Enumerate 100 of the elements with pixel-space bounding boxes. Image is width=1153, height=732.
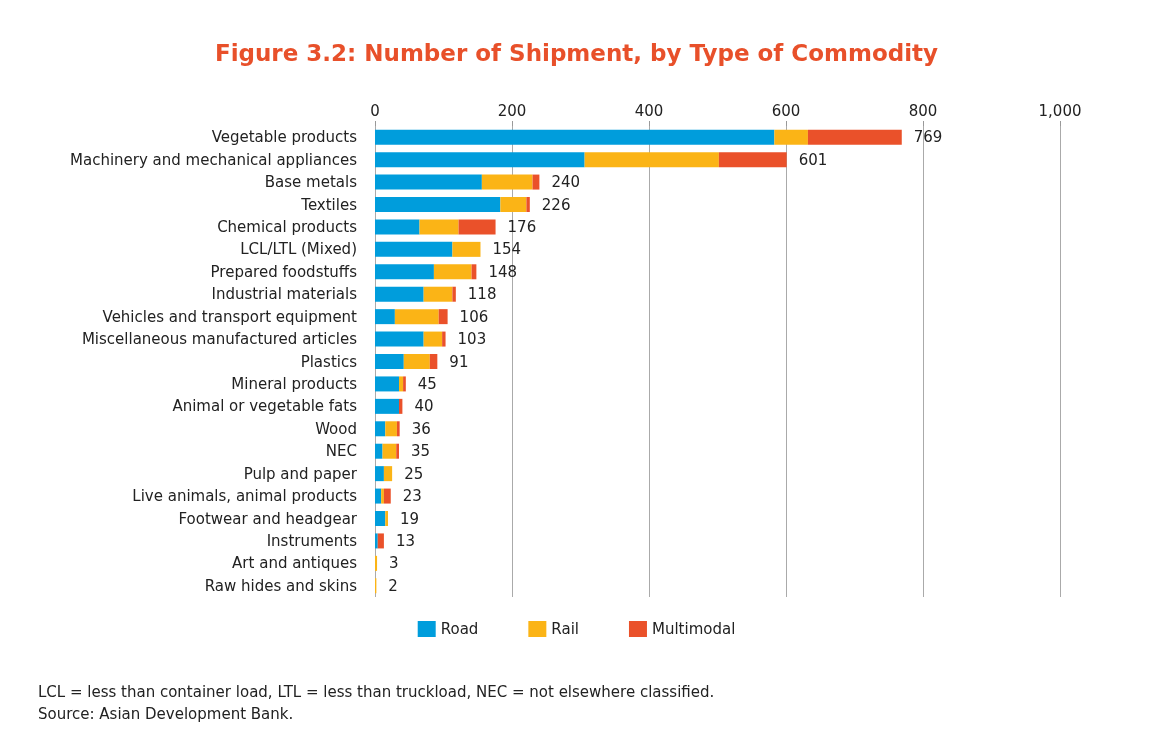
bar: [396, 443, 399, 459]
bar: [394, 309, 439, 325]
bar: [375, 555, 378, 571]
y-tick-label: Vegetable products: [211, 128, 358, 147]
total-label: 176: [507, 217, 537, 236]
legend-label: Multimodal: [651, 620, 736, 638]
y-tick-label: LCL/LTL (Mixed): [240, 240, 357, 259]
y-tick-label: Prepared foodstuffs: [210, 262, 358, 281]
total-label: 2: [388, 576, 398, 595]
total-label: 118: [467, 285, 497, 304]
bar: [403, 354, 430, 369]
total-label: 36: [411, 419, 431, 438]
total-label: 106: [459, 307, 489, 326]
x-tick-label: 400: [634, 101, 664, 120]
bar: [375, 354, 404, 369]
y-tick-label: Vehicles and transport equipment: [102, 307, 358, 326]
total-label: 23: [402, 487, 422, 506]
y-tick-label: Raw hides and skins: [204, 576, 358, 595]
total-label: 148: [488, 262, 518, 281]
bar: [375, 264, 434, 280]
y-tick-label: Live animals, animal products: [132, 487, 358, 506]
bar: [442, 331, 446, 347]
y-tick-label: Textiles: [300, 195, 358, 214]
bar: [423, 331, 443, 347]
bar: [375, 398, 399, 414]
total-label: 3: [389, 554, 399, 573]
total-label: 154: [492, 240, 522, 259]
bar: [375, 511, 386, 526]
y-tick-label: Footwear and headgear: [178, 509, 358, 528]
y-tick-label: Chemical products: [217, 217, 358, 236]
y-tick-label: Mineral products: [231, 374, 358, 393]
bar: [438, 309, 448, 325]
chart-title: Figure 3.2: Number of Shipment, by Type of Commodity: [214, 39, 939, 66]
source-note: Source: Asian Development Bank.: [38, 704, 294, 723]
bar: [452, 241, 481, 257]
bar: [375, 219, 420, 235]
bar: [375, 286, 424, 302]
bar: [398, 376, 404, 392]
total-label: 103: [457, 330, 487, 349]
x-tick-label: 1,000: [1038, 101, 1082, 120]
total-label: 226: [541, 195, 571, 214]
x-tick-label: 0: [370, 101, 380, 120]
bar: [375, 376, 399, 392]
x-tick-label: 600: [771, 101, 801, 120]
bar: [385, 511, 389, 526]
bar: [774, 129, 808, 145]
bar: [375, 466, 384, 482]
bar: [375, 488, 382, 504]
y-tick-label: Art and antiques: [232, 554, 358, 573]
bar: [375, 533, 378, 549]
bar: [381, 488, 384, 504]
total-label: 45: [417, 374, 437, 393]
total-label: 601: [798, 150, 828, 169]
y-tick-label: Miscellaneous manufactured articles: [81, 330, 358, 349]
y-tick-label: Machinery and mechanical appliances: [70, 150, 358, 169]
bar: [383, 488, 391, 504]
bar: [396, 421, 400, 437]
legend-label: Road: [440, 620, 479, 638]
bar: [403, 376, 406, 392]
bar: [375, 197, 501, 212]
bar: [377, 533, 384, 549]
bar: [481, 174, 533, 190]
bar: [433, 264, 472, 280]
bar: [375, 331, 424, 347]
total-label: 769: [913, 128, 943, 147]
bar: [375, 129, 775, 145]
bar: [375, 309, 395, 325]
x-tick-label: 200: [497, 101, 527, 120]
total-label: 240: [551, 173, 581, 192]
bar: [500, 197, 527, 212]
legend-label: Rail: [551, 620, 579, 638]
total-label: 91: [449, 352, 469, 371]
bar: [375, 174, 482, 190]
y-tick-label: Pulp and paper: [243, 464, 358, 483]
bar: [584, 152, 719, 168]
bar: [429, 354, 438, 369]
total-label: 25: [404, 464, 424, 483]
total-label: 19: [400, 509, 420, 528]
bar: [375, 443, 383, 459]
y-tick-label: Animal or vegetable fats: [172, 397, 358, 416]
bar: [385, 421, 397, 437]
bar: [718, 152, 787, 168]
bar: [375, 152, 585, 168]
y-tick-label: Plastics: [300, 352, 358, 371]
bar: [807, 129, 902, 145]
y-tick-label: Industrial materials: [211, 285, 358, 304]
bar: [458, 219, 496, 235]
bar: [419, 219, 459, 235]
x-tick-label: 800: [908, 101, 938, 120]
y-tick-label: Instruments: [266, 531, 358, 550]
bar: [526, 197, 530, 212]
total-label: 35: [410, 442, 431, 461]
y-tick-label: NEC: [325, 442, 357, 461]
bar: [375, 241, 453, 257]
total-label: 40: [414, 397, 434, 416]
bar: [375, 421, 386, 437]
bar: [452, 286, 456, 302]
text: LCL = less than container load, LTL = less than truckload, NEC = not elsewhere classified.: [38, 682, 715, 701]
y-tick-label: Wood: [315, 419, 357, 438]
bar: [383, 466, 393, 482]
